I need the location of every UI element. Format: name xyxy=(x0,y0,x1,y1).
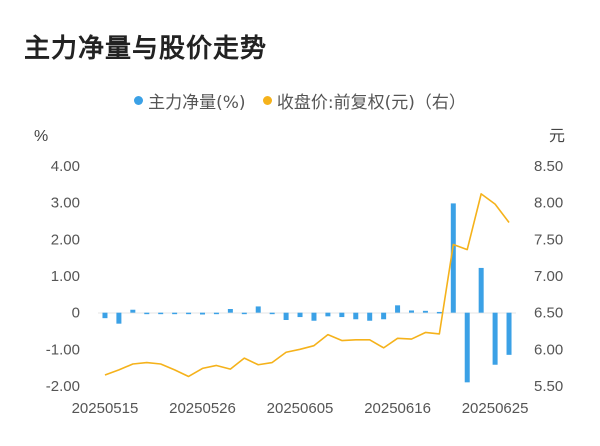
left-tick-label: 1.00 xyxy=(51,268,80,285)
bar xyxy=(144,312,150,315)
chart-legend: 主力净量(%) 收盘价:前复权(元)（右） xyxy=(0,88,600,113)
right-tick-label: 7.00 xyxy=(534,268,563,285)
left-tick-label: 4.00 xyxy=(51,158,80,175)
bar-series-main-net xyxy=(102,203,512,383)
line-series-close-price xyxy=(104,193,510,378)
left-tick-label: 3.00 xyxy=(51,195,80,212)
legend-label-close-price: 收盘价:前复权(元)（右） xyxy=(276,93,466,113)
x-tick-label: 20250605 xyxy=(267,400,334,417)
x-axis: 20250515 20250526 20250605 20250616 20250625 xyxy=(72,400,529,417)
legend-dot-main-net xyxy=(134,96,144,105)
bar xyxy=(381,312,387,320)
x-tick-label: 20250625 xyxy=(462,400,529,417)
right-tick-label: 7.50 xyxy=(534,231,563,248)
bar xyxy=(241,312,247,315)
bar xyxy=(213,312,219,315)
right-tick-label: 5.50 xyxy=(534,378,563,395)
page-title: 主力净量与股价走势 xyxy=(24,34,268,64)
legend-item-close-price[interactable]: 收盘价:前复权(元)（右） xyxy=(262,88,466,113)
bar xyxy=(172,312,178,315)
bar xyxy=(464,312,470,383)
bar xyxy=(227,309,233,313)
bar xyxy=(186,312,192,315)
left-axis-unit: % xyxy=(34,128,48,145)
bar xyxy=(409,310,414,313)
bar xyxy=(130,309,136,313)
legend-item-main-net[interactable]: 主力净量(%) xyxy=(134,88,246,113)
right-axis-unit: 元 xyxy=(549,128,565,145)
bar xyxy=(367,312,373,321)
bar xyxy=(353,312,359,320)
bar xyxy=(422,310,428,313)
bar xyxy=(339,312,345,318)
bar xyxy=(158,312,164,315)
bar xyxy=(269,312,275,315)
bar xyxy=(450,203,456,313)
x-tick-label: 20250616 xyxy=(364,400,431,417)
bar xyxy=(478,267,484,313)
legend-dot-close-price xyxy=(262,96,272,105)
legend-label-main-net: 主力净量(%) xyxy=(148,93,246,113)
bar xyxy=(200,312,205,315)
bar xyxy=(506,312,512,355)
bar xyxy=(116,312,122,324)
left-tick-label: -1.00 xyxy=(46,341,80,358)
left-tick-label: -2.00 xyxy=(46,378,80,395)
bar xyxy=(492,312,498,365)
close-price-line xyxy=(104,193,510,378)
bar xyxy=(102,312,108,319)
left-tick-label: 2.00 xyxy=(51,231,80,248)
bar xyxy=(395,305,401,313)
bar xyxy=(283,312,289,320)
right-tick-label: 6.00 xyxy=(534,341,563,358)
bar xyxy=(325,312,331,317)
bar xyxy=(255,306,261,313)
x-tick-label: 20250526 xyxy=(169,400,236,417)
bar xyxy=(436,311,442,314)
right-axis: 8.50 8.00 7.50 7.00 6.50 6.00 5.50 xyxy=(534,158,563,395)
right-tick-label: 8.50 xyxy=(534,158,563,175)
left-tick-label: 0 xyxy=(72,305,80,322)
right-tick-label: 6.50 xyxy=(534,305,563,322)
x-tick-label: 20250515 xyxy=(72,400,139,417)
left-axis: 4.00 3.00 2.00 1.00 0 -1.00 -2.00 xyxy=(46,158,80,395)
bar xyxy=(297,312,303,318)
bar xyxy=(311,312,317,321)
right-tick-label: 8.00 xyxy=(534,195,563,212)
